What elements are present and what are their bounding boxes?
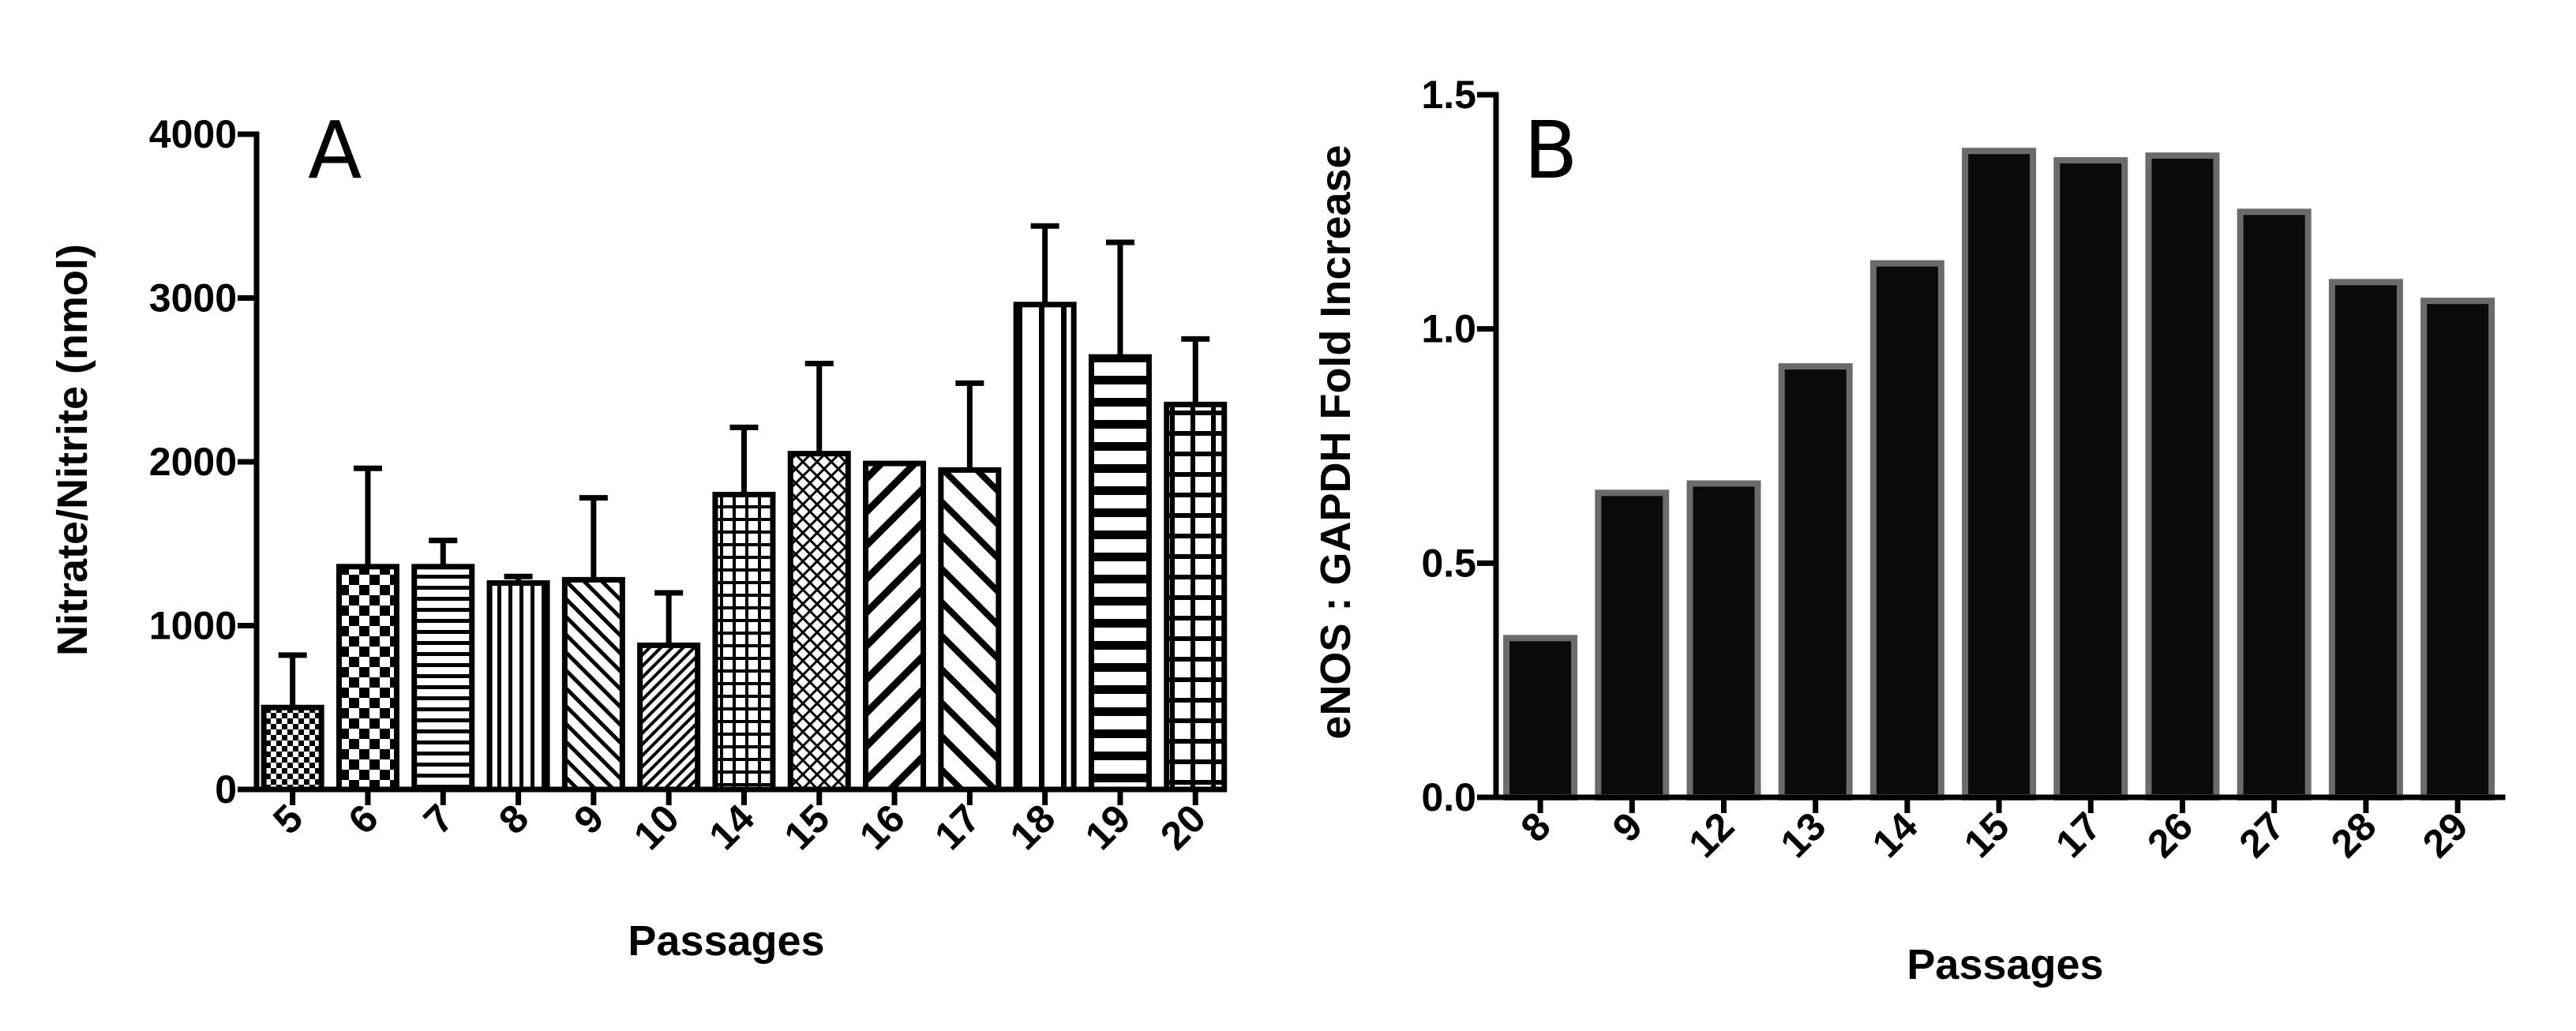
panel-b-bar-8 xyxy=(1503,635,1578,800)
panel-a-letter: A xyxy=(308,104,362,197)
panel-a-x-tick-label: 8 xyxy=(490,796,537,842)
panel-b-x-tick-label: 8 xyxy=(1513,804,1559,850)
panel-b-bar-14 xyxy=(1869,260,1944,801)
panel-a-x-tick-label: 19 xyxy=(1077,796,1139,858)
panel-a-bars xyxy=(261,302,1228,793)
panel-a-error-bar-18 xyxy=(1030,223,1059,305)
panel-a-x-tick-label: 18 xyxy=(1001,796,1063,858)
panel-a-x-tick-label: 14 xyxy=(700,796,763,858)
panel-b-x-axis: 8 9 12 13 14 15 17 26 27 28 29 xyxy=(1493,794,2506,866)
panel-a-error-bar-19 xyxy=(1105,239,1134,358)
chart-panel-b: 0.0 0.5 1.0 1.5 8 9 12 13 14 15 17 26 27 28 29 B Pass… xyxy=(1312,73,2506,988)
panel-b-y-tick-label: 0.5 xyxy=(1421,541,1476,585)
panel-a-error-bar-20 xyxy=(1181,336,1210,405)
panel-a-bar-14 xyxy=(712,492,776,793)
panel-a-y-axis-title: Nitrate/Nitrite (nmol) xyxy=(49,244,96,656)
panel-b-x-tick-label: 17 xyxy=(2047,804,2109,866)
panel-a-y-tick-label: 3000 xyxy=(149,276,237,321)
panel-a-bar-7 xyxy=(411,564,475,793)
panel-b-x-tick-label: 9 xyxy=(1604,804,1651,850)
panel-b-bar-13 xyxy=(1778,363,1853,800)
panel-b-y-tick-label: 1.0 xyxy=(1421,307,1476,351)
panel-a-error-bar-6 xyxy=(353,465,382,567)
panel-a-x-tick-label: 10 xyxy=(625,796,688,858)
panel-b-letter: B xyxy=(1524,104,1578,197)
panel-b-x-axis-title: Passages xyxy=(1907,941,2103,988)
panel-b-y-tick-label: 0.0 xyxy=(1421,775,1476,819)
panel-a-y-tick-label: 1000 xyxy=(149,604,237,648)
panel-a-bar-20 xyxy=(1164,401,1228,793)
panel-a-x-tick-label: 16 xyxy=(851,796,913,858)
panel-b-x-tick-label: 29 xyxy=(2414,804,2477,866)
panel-a-x-tick-label: 7 xyxy=(415,796,462,842)
panel-b-y-tick-label: 1.5 xyxy=(1421,73,1476,117)
panel-b-x-tick-label: 12 xyxy=(1680,804,1742,866)
panel-a-bar-15 xyxy=(787,451,851,793)
panel-b-bar-17 xyxy=(2053,157,2128,801)
panel-a-x-axis-title: Passages xyxy=(628,917,824,965)
panel-a-error-bar-17 xyxy=(955,380,984,471)
panel-b-x-tick-label: 15 xyxy=(1955,804,2018,866)
panel-b-x-tick-label: 14 xyxy=(1864,804,1926,866)
panel-a-bar-10 xyxy=(637,642,701,793)
panel-b-bar-12 xyxy=(1686,480,1761,800)
panel-a-error-bar-14 xyxy=(729,424,759,495)
panel-a-bar-6 xyxy=(336,564,399,793)
panel-a-bar-9 xyxy=(561,576,625,793)
panel-a-error-bars xyxy=(278,223,1210,708)
panel-a-error-bar-15 xyxy=(804,361,834,454)
panel-b-x-tick-label: 26 xyxy=(2139,804,2201,866)
panel-a-y-tick-label: 0 xyxy=(215,767,237,812)
panel-a-error-bar-8 xyxy=(504,573,533,583)
panel-b-bar-26 xyxy=(2145,152,2220,800)
panel-a-bar-17 xyxy=(938,467,1002,793)
panel-b-bar-27 xyxy=(2237,208,2312,801)
panel-a-bar-8 xyxy=(486,580,550,793)
panel-b-x-tick-label: 13 xyxy=(1772,804,1835,866)
panel-a-x-tick-label: 5 xyxy=(264,796,311,842)
panel-b-bars xyxy=(1503,148,2495,801)
panel-a-bar-19 xyxy=(1088,354,1152,793)
panel-a-y-axis: 0 1000 2000 3000 4000 xyxy=(149,112,260,812)
panel-b-y-axis-title: eNOS : GAPDH Fold Increase xyxy=(1312,144,1359,739)
panel-a-x-tick-label: 6 xyxy=(339,796,386,842)
panel-b-x-tick-label: 28 xyxy=(2323,804,2385,866)
panel-a-x-tick-label: 15 xyxy=(776,796,838,858)
panel-a-error-bar-7 xyxy=(429,538,458,567)
panel-a-bar-18 xyxy=(1013,302,1077,793)
panel-a-y-tick-label: 4000 xyxy=(149,112,237,156)
panel-a-x-tick-label: 9 xyxy=(565,796,612,842)
panel-a-error-bar-9 xyxy=(579,495,608,580)
panel-a-bar-5 xyxy=(261,704,324,793)
panel-b-bar-9 xyxy=(1595,489,1670,800)
panel-a-x-tick-label: 20 xyxy=(1152,796,1214,858)
panel-b-bar-29 xyxy=(2420,298,2495,801)
panel-a-x-tick-label: 17 xyxy=(926,796,988,858)
panel-b-bar-15 xyxy=(1962,148,2037,800)
panel-a-y-tick-label: 2000 xyxy=(149,440,237,484)
panel-a-x-axis: 5 6 7 8 9 10 14 15 16 17 18 19 20 xyxy=(253,786,1223,858)
panel-b-y-axis: 0.0 0.5 1.0 1.5 xyxy=(1421,73,1499,819)
panel-a-error-bar-10 xyxy=(654,590,684,646)
panel-a-bar-16 xyxy=(863,460,927,793)
panel-b-x-tick-label: 27 xyxy=(2231,804,2293,866)
panel-b-bar-28 xyxy=(2328,279,2403,801)
panel-a-error-bar-5 xyxy=(278,652,307,708)
